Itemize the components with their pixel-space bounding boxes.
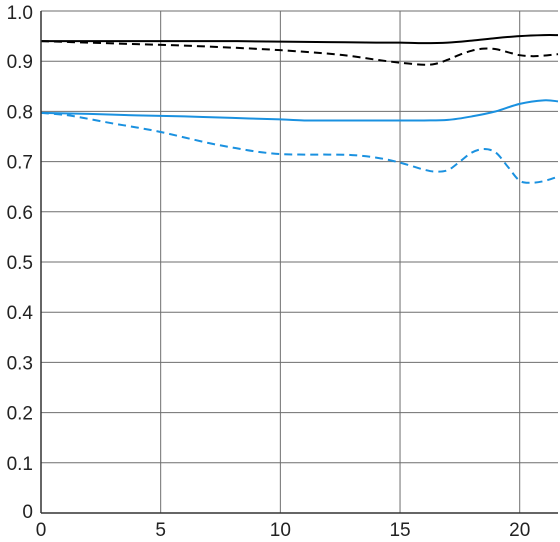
x-tick-label: 20 [509,520,530,541]
series-line-2 [40,40,559,66]
x-tick-label: 5 [155,520,166,541]
y-tick-label: 0.8 [7,102,33,123]
axes [40,11,558,514]
series-line-4 [40,111,559,184]
data-series [40,34,559,184]
y-tick-label: 0 [22,502,33,523]
x-tick-label: 10 [270,520,291,541]
series-line-3 [40,99,559,122]
y-tick-label: 0.3 [7,353,33,374]
y-tick-label: 0.1 [7,454,33,475]
y-tick-label: 0.7 [7,153,33,174]
y-tick-label: 1.0 [7,3,33,24]
y-tick-label: 0.4 [7,303,34,324]
y-tick-label: 0.2 [7,404,33,425]
y-tick-labels: 0 0.1 0.2 0.3 0.4 0.5 0.6 0.7 0.8 0.9 1.0 [7,3,34,523]
x-tick-labels: 0 5 10 15 20 [36,520,531,541]
y-tick-label: 0.5 [7,253,33,274]
grid-lines [40,10,558,514]
y-tick-label: 0.6 [7,203,33,224]
x-tick-label: 15 [389,520,410,541]
y-tick-label: 0.9 [7,52,33,73]
series-line-1 [40,34,559,45]
x-tick-label: 0 [36,520,47,541]
